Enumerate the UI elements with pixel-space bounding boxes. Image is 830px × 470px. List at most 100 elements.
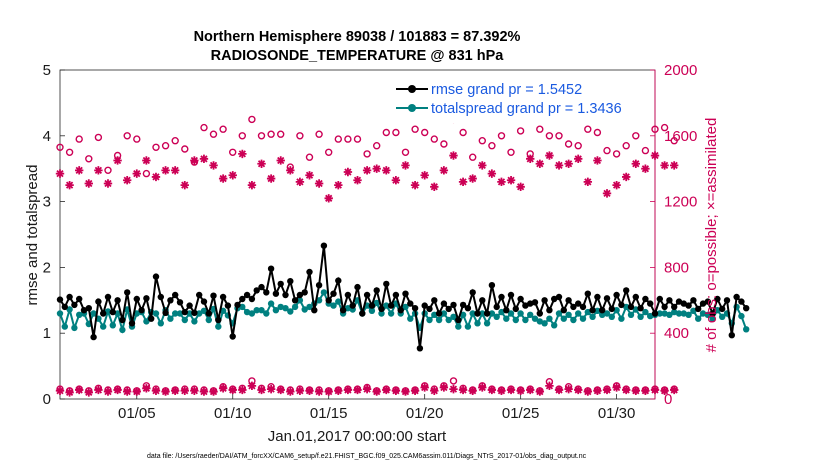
obs-possible-point <box>56 143 64 152</box>
rmse-point <box>594 293 601 301</box>
rmse-point <box>493 303 500 311</box>
rmse-point <box>229 333 236 340</box>
obs-assimilated-point <box>353 176 362 185</box>
rmse-point <box>743 305 750 312</box>
obs-assimilated-point <box>545 151 554 160</box>
obs-assimilated-point <box>132 169 141 178</box>
x-tick-label: 01/25 <box>502 405 540 422</box>
rmse-point <box>330 290 337 297</box>
obs-possible-point <box>305 153 314 161</box>
obs-possible-point <box>574 141 582 150</box>
obs-assimilated-low-point <box>362 384 372 394</box>
obs-assimilated-point <box>276 156 285 165</box>
obs-assimilated-low-point <box>247 381 257 391</box>
totalspread-point <box>738 312 745 320</box>
totalspread-point <box>522 316 529 324</box>
rmse-point <box>282 291 289 299</box>
totalspread-point <box>608 313 615 320</box>
obs-possible-point <box>421 128 429 137</box>
rmse-point <box>498 293 505 301</box>
obs-possible-point <box>161 141 170 150</box>
totalspread-point <box>618 315 625 322</box>
obs-possible-point <box>104 166 112 175</box>
rmse-point <box>685 302 692 309</box>
rmse-point <box>613 291 620 299</box>
totalspread-point <box>368 307 376 314</box>
obs-assimilated-low-point <box>574 385 583 395</box>
x-tick-label: 01/30 <box>598 405 636 422</box>
totalspread-point <box>603 310 611 317</box>
obs-possible-point <box>478 136 486 145</box>
obs-assimilated-low-point <box>295 386 305 395</box>
y-axis-left: 0 1 2 3 4 5 <box>43 62 65 408</box>
totalspread-point <box>685 311 692 318</box>
rmse-point <box>570 303 577 311</box>
x-axis: 01/05 01/10 01/15 01/20 01/25 01/30 <box>118 394 635 422</box>
totalspread-point <box>743 326 750 333</box>
obs-possible-point <box>612 150 621 158</box>
obs-assimilated-low-point <box>554 385 564 395</box>
obs-assimilated-low-point <box>65 388 74 397</box>
x-tick-label: 01/05 <box>118 405 156 422</box>
obs-possible-point <box>171 136 179 145</box>
obs-possible-point <box>123 132 131 140</box>
obs-possible-point <box>133 135 141 143</box>
obs-assimilated-point <box>113 156 122 165</box>
totalspread-point <box>157 320 164 327</box>
rmse-point <box>555 293 563 301</box>
obs-assimilated-low-series <box>55 381 679 397</box>
totalspread-point <box>565 311 572 318</box>
obs-assimilated-low-point <box>660 386 669 395</box>
y-right-tick-label: 2000 <box>664 62 697 79</box>
obs-assimilated-point <box>314 179 324 188</box>
rmse-point <box>172 291 179 299</box>
y-left-tick-label: 0 <box>43 391 51 408</box>
totalspread-point <box>277 303 284 311</box>
totalspread-point <box>637 313 644 320</box>
rmse-point <box>675 298 683 305</box>
obs-assimilated-series <box>55 149 679 203</box>
obs-assimilated-point <box>622 172 631 182</box>
rmse-point <box>469 289 476 296</box>
y-left-tick-label: 5 <box>43 62 51 79</box>
obs-assimilated-point <box>324 194 333 203</box>
obs-assimilated-low-point <box>161 387 170 396</box>
totalspread-point <box>474 320 481 327</box>
totalspread-point <box>282 305 289 312</box>
obs-assimilated-low-point <box>430 386 439 395</box>
obs-possible-point <box>622 141 630 150</box>
obs-assimilated-low-point <box>228 385 237 395</box>
rmse-point <box>608 305 615 313</box>
totalspread-point <box>575 310 582 317</box>
obs-assimilated-low-point <box>218 384 228 393</box>
obs-possible-point <box>507 148 515 157</box>
obs-possible-point <box>651 125 659 133</box>
totalspread-point <box>296 297 304 304</box>
rmse-point <box>124 289 131 296</box>
rmse-point <box>522 302 529 309</box>
rmse-point <box>349 302 356 309</box>
totalspread-point <box>378 310 385 317</box>
rmse-point <box>575 300 582 307</box>
rmse-point <box>325 297 332 304</box>
obs-assimilated-point <box>487 169 497 178</box>
obs-assimilated-point <box>526 154 535 164</box>
rmse-point <box>181 308 188 316</box>
obs-possible-point <box>440 140 448 148</box>
obs-possible-point <box>459 128 467 137</box>
rmse-point <box>71 301 78 309</box>
obs-possible-point <box>373 141 381 150</box>
obs-assimilated-point <box>266 174 276 183</box>
y-right-tick-label: 0 <box>664 391 672 408</box>
totalspread-point <box>152 310 160 317</box>
obs-assimilated-point <box>247 180 257 190</box>
obs-possible-point <box>257 132 266 140</box>
totalspread-point <box>656 310 663 317</box>
totalspread-point <box>181 316 188 324</box>
rmse-point <box>579 303 587 311</box>
totalspread-point <box>719 313 726 320</box>
obs-assimilated-point <box>84 179 93 188</box>
obs-assimilated-low-point <box>238 385 247 395</box>
rmse-point <box>704 298 711 305</box>
rmse-point <box>354 283 361 291</box>
